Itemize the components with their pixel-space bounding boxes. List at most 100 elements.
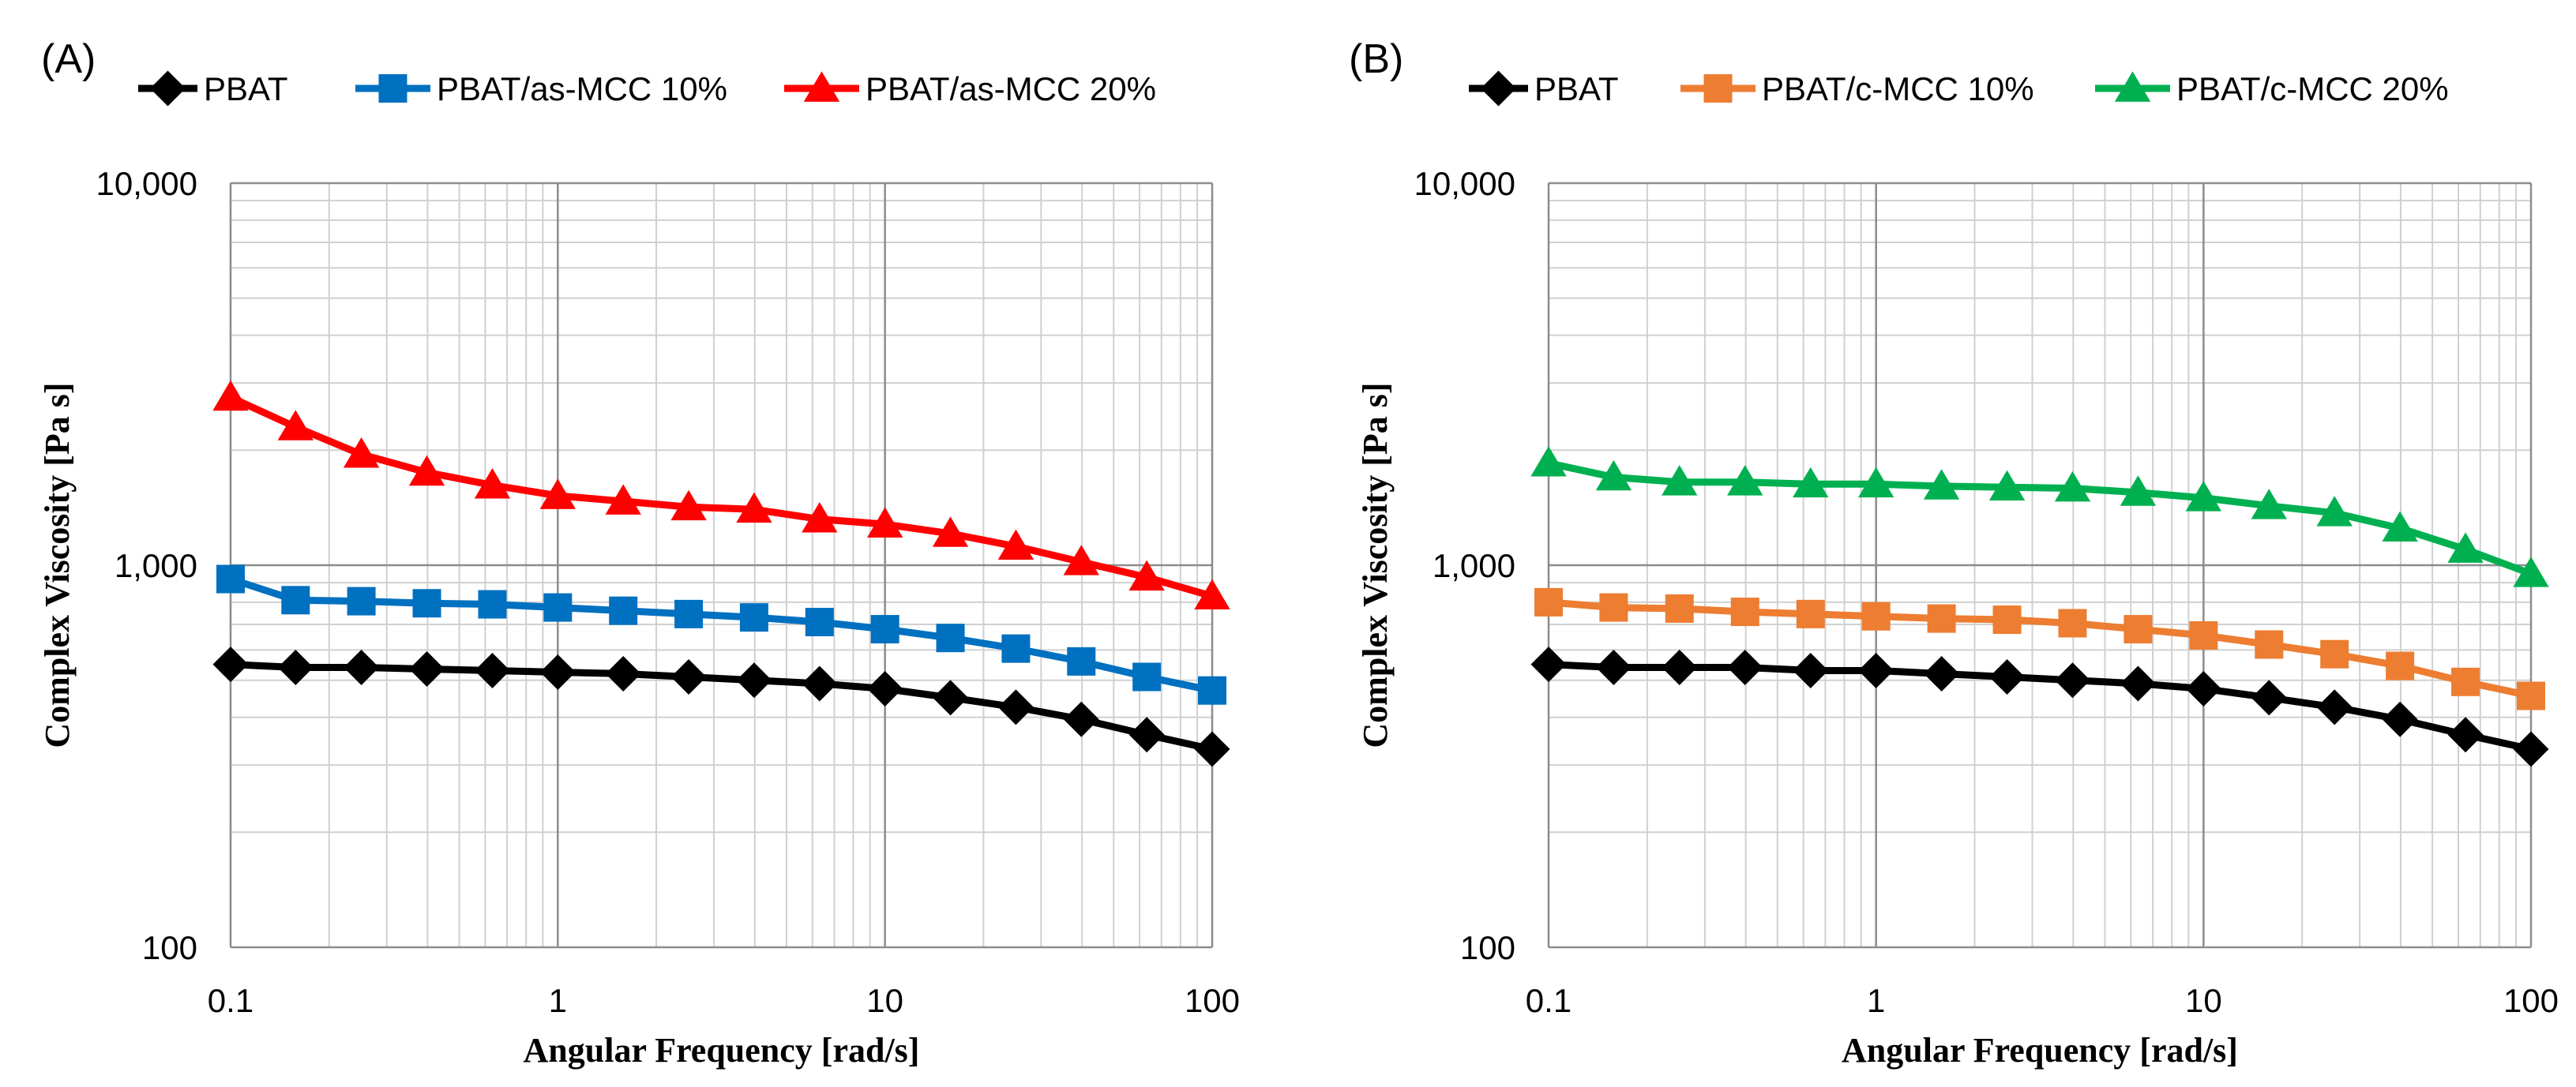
data-point [2517,681,2545,710]
legend-entry: PBAT [1469,70,1619,107]
series-pbat-c-mcc-20 [1530,446,2549,587]
data-point [2316,689,2353,725]
y-tick-label: 1,000 [115,547,197,584]
data-point [1067,647,1096,676]
data-point [2513,731,2549,767]
series-pbat-as-mcc-10 [216,564,1226,705]
data-point [216,564,245,594]
x-tick-label: 0.1 [1526,982,1572,1019]
data-point [1665,594,1694,623]
data-point [670,659,707,695]
data-point [802,502,838,533]
legend-entry: PBAT/c-MCC 10% [1680,70,2034,107]
legend-marker [1481,70,1516,107]
data-point [412,589,441,618]
data-point [478,590,507,619]
data-point [474,467,511,499]
data-point [2386,651,2415,680]
data-point [670,489,707,521]
data-point [1063,701,1099,737]
x-tick-label: 100 [2503,982,2559,1019]
data-point [2185,670,2221,707]
data-point [2382,701,2418,737]
data-point [2447,717,2484,753]
data-point [2513,557,2549,587]
data-point [736,662,772,699]
data-point [1063,545,1099,575]
data-point [609,596,638,625]
legend-marker [378,74,407,103]
x-tick-label: 100 [1185,982,1240,1019]
data-point [1595,650,1632,686]
data-point [1194,579,1230,610]
data-point [2124,615,2153,644]
data-point [1858,652,1894,688]
data-point [344,650,380,686]
y-tick-label: 10,000 [1414,165,1515,202]
data-point [1128,560,1165,591]
data-point [1727,465,1763,496]
data-point [1927,604,1956,633]
data-point [2189,620,2218,650]
data-point [870,615,899,644]
data-point [1662,650,1698,686]
series-pbat [1530,647,2549,767]
data-point [277,650,314,686]
data-point [936,624,965,653]
series-pbat [212,647,1230,767]
data-point [736,492,772,523]
legend-entry: PBAT [138,70,288,107]
data-point [802,665,838,702]
data-point [1989,659,2026,695]
data-point [2447,532,2484,563]
legend-label: PBAT/c-MCC 20% [2176,70,2449,107]
data-point [1128,717,1165,753]
data-point [1530,647,1567,683]
data-point [997,689,1034,725]
data-point [2251,680,2287,716]
data-point [1530,446,1567,477]
data-point [2382,511,2418,542]
data-point [1599,593,1628,622]
legend-entry: PBAT/c-MCC 20% [2095,70,2449,107]
y-tick-label: 100 [1460,929,1515,966]
data-point [409,650,445,687]
series-line [227,661,1216,753]
data-point [1198,676,1226,705]
legend-marker [1703,74,1733,103]
data-point [281,586,310,615]
data-point [605,655,641,692]
legend-marker [803,71,840,102]
data-point [2054,470,2091,502]
panel-b: (B) 0.1 1 10 100 100 1,000 10,000 Angular Freque… [1349,36,2559,1070]
data-point [543,593,573,622]
data-point [1793,467,1829,498]
x-tick-label: 1 [549,982,567,1019]
data-point [1992,605,2022,635]
data-point [347,587,376,616]
y-tick-label: 10,000 [96,165,197,202]
data-point [539,478,576,509]
data-point [605,484,641,515]
legend-marker [150,70,186,107]
data-point [1194,731,1230,767]
data-point [1727,650,1763,686]
data-point [1001,634,1031,663]
x-tick-label: 1 [1867,982,1885,1019]
data-point [2058,609,2087,638]
data-point [539,654,576,690]
series-line [1545,459,2535,578]
x-tick-label: 10 [2185,982,2222,1019]
x-axis-title: Angular Frequency [rad/s] [524,1031,920,1070]
grid [1547,182,2533,949]
data-point [1662,465,1698,496]
data-point [1923,469,1960,500]
data-point [408,455,445,486]
legend-label: PBAT [1534,70,1619,107]
legend-marker [2114,71,2151,102]
series-line [227,393,1216,600]
legend-label: PBAT/as-MCC 10% [437,70,727,107]
legend-label: PBAT/as-MCC 20% [866,70,1156,107]
y-tick-label: 100 [142,929,197,966]
